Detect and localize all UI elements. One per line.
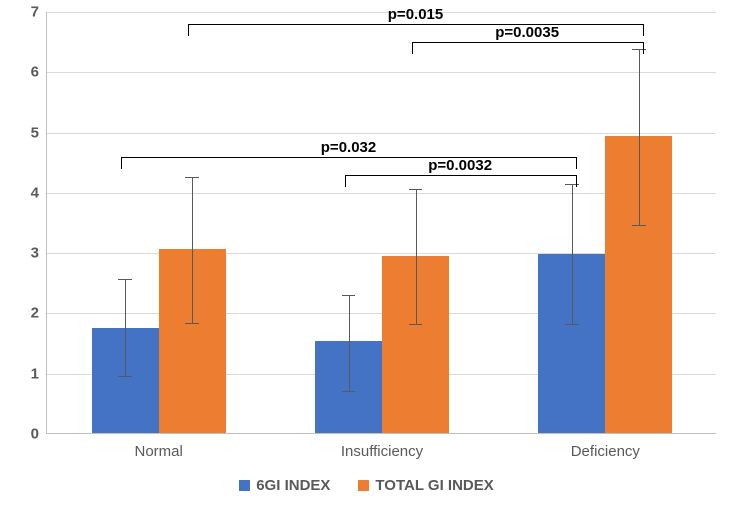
y-tick-label: 7 [31, 4, 47, 21]
error-cap [185, 323, 198, 324]
error-cap [565, 324, 578, 325]
significance-tick [345, 175, 346, 187]
error-bar [349, 295, 350, 390]
gridline [47, 133, 716, 134]
legend-label: TOTAL GI INDEX [375, 477, 493, 494]
error-cap [342, 391, 355, 392]
error-cap [409, 324, 422, 325]
y-tick-label: 4 [31, 184, 47, 201]
significance-tick [643, 42, 644, 54]
error-cap [342, 295, 355, 296]
legend-swatch [239, 480, 250, 491]
significance-label: p=0.0035 [495, 24, 559, 41]
legend: 6GI INDEX TOTAL GI INDEX [0, 477, 733, 495]
y-tick-label: 6 [31, 64, 47, 81]
plot-area: 01234567NormalInsufficiencyDeficiencyp=0… [46, 12, 716, 434]
legend-label: 6GI INDEX [256, 477, 330, 494]
x-tick-label: Insufficiency [341, 433, 423, 460]
significance-tick [121, 157, 122, 169]
significance-tick [412, 42, 413, 54]
error-cap [118, 376, 131, 377]
gridline [47, 72, 716, 73]
error-cap [185, 177, 198, 178]
significance-tick [576, 175, 577, 187]
gi-index-chart: 0 1 2 3 4 5 6 7 Normal Insufficiency Deficiency p=0… [0, 0, 733, 505]
significance-bracket [412, 42, 643, 43]
error-bar [416, 189, 417, 323]
legend-swatch [358, 480, 369, 491]
error-cap [118, 279, 131, 280]
error-cap [632, 225, 645, 226]
significance-bracket [188, 24, 643, 25]
legend-item: TOTAL GI INDEX [358, 477, 493, 494]
x-tick-label: Deficiency [571, 433, 640, 460]
gridline [47, 12, 716, 13]
significance-label: p=0.0032 [428, 157, 492, 174]
significance-tick [576, 157, 577, 169]
significance-bracket [345, 175, 576, 176]
error-bar [639, 49, 640, 225]
significance-bracket [121, 157, 576, 158]
y-tick-label: 2 [31, 305, 47, 322]
error-bar [192, 177, 193, 323]
significance-tick [188, 24, 189, 36]
significance-tick [643, 24, 644, 36]
legend-item: 6GI INDEX [239, 477, 330, 494]
significance-label: p=0.015 [388, 6, 443, 23]
y-tick-label: 5 [31, 124, 47, 141]
y-tick-label: 3 [31, 245, 47, 262]
x-tick-label: Normal [134, 433, 182, 460]
error-cap [409, 189, 422, 190]
y-tick-label: 0 [31, 426, 47, 443]
y-tick-label: 1 [31, 365, 47, 382]
significance-label: p=0.032 [321, 139, 376, 156]
error-bar [125, 279, 126, 376]
error-bar [572, 184, 573, 324]
